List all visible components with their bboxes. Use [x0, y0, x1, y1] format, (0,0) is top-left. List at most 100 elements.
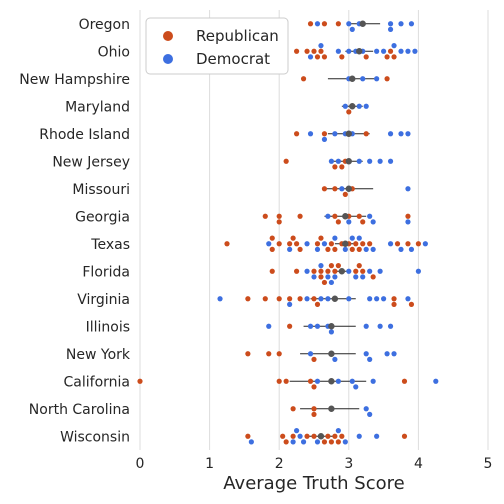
- democrat-point: [314, 21, 321, 27]
- democrat-point: [356, 158, 362, 164]
- democrat-point: [363, 406, 369, 412]
- republican-point: [346, 109, 352, 115]
- mean-marker: [342, 240, 349, 247]
- legend: Republican Democrat: [145, 17, 289, 75]
- republican-point: [325, 268, 331, 274]
- democrat-point: [353, 274, 359, 280]
- republican-point: [318, 268, 324, 274]
- republican-point: [294, 48, 300, 54]
- democrat-point: [314, 323, 321, 329]
- republican-point: [360, 268, 366, 274]
- x-tick-label-3: 3: [344, 456, 353, 472]
- republican-point: [314, 301, 321, 307]
- republican-point: [311, 268, 317, 274]
- x-tick-label-2: 2: [275, 456, 284, 472]
- democrat-point: [314, 439, 321, 445]
- democrat-point: [405, 296, 411, 302]
- republican-point: [321, 131, 328, 137]
- republican-point: [321, 54, 328, 60]
- republican-point: [332, 246, 338, 252]
- mean-marker: [345, 158, 352, 165]
- republican-point: [262, 213, 268, 219]
- democrat-point: [346, 21, 352, 27]
- republican-point: [294, 268, 300, 274]
- democrat-point: [387, 131, 394, 137]
- republican-point: [370, 274, 376, 280]
- republican-point: [384, 76, 390, 82]
- republican-point: [339, 54, 345, 60]
- republican-point: [332, 213, 338, 219]
- republican-point: [311, 411, 317, 417]
- mean-marker: [317, 433, 325, 440]
- democrat-point: [314, 378, 321, 384]
- democrat-point: [360, 76, 366, 82]
- democrat-point: [332, 131, 338, 137]
- mean-marker: [345, 185, 352, 192]
- republican-point: [356, 213, 362, 219]
- republican-point: [262, 296, 268, 302]
- republican-point: [318, 274, 324, 280]
- y-tick-label: Illinois: [86, 319, 130, 335]
- y-tick-label: Texas: [90, 237, 130, 253]
- republican-point: [394, 241, 401, 247]
- republican-point: [294, 241, 300, 247]
- x-tick-label-5: 5: [484, 456, 493, 472]
- democrat-point: [349, 26, 355, 32]
- republican-point: [360, 219, 366, 225]
- democrat-point: [370, 378, 376, 384]
- republican-point: [276, 219, 282, 225]
- republican-point: [283, 439, 289, 445]
- democrat-point: [300, 439, 307, 445]
- democrat-point: [387, 21, 394, 27]
- republican-point: [321, 21, 328, 27]
- democrat-point: [304, 241, 310, 247]
- democrat-point: [433, 378, 439, 384]
- y-tick-label: Georgia: [75, 209, 130, 225]
- republican-point: [276, 296, 282, 302]
- y-tick-label: Wisconsin: [60, 429, 130, 445]
- republican-point: [363, 54, 369, 60]
- republican-point: [311, 296, 317, 302]
- democrat-point: [307, 351, 314, 357]
- republican-point: [245, 296, 251, 302]
- republican-point: [356, 263, 362, 269]
- republican-point: [287, 296, 293, 302]
- republican-point: [401, 378, 408, 384]
- republican-point: [332, 164, 338, 170]
- republican-point: [328, 241, 334, 247]
- republican-point: [318, 48, 324, 54]
- republican-point: [335, 219, 341, 225]
- democrat-point: [398, 131, 404, 137]
- democrat-point: [405, 131, 411, 137]
- democrat-point: [356, 433, 362, 439]
- democrat-point: [363, 351, 369, 357]
- republican-point: [287, 241, 293, 247]
- democrat-point: [381, 296, 387, 302]
- democrat-point: [335, 378, 341, 384]
- republican-point: [415, 241, 421, 247]
- republican-point: [328, 439, 334, 445]
- legend-marker-democrat: [163, 54, 173, 64]
- mean-marker: [349, 103, 356, 110]
- democrat-point: [405, 48, 411, 54]
- democrat-point: [374, 76, 380, 82]
- x-tick-labels: 0 1 2 3 4 5: [136, 456, 493, 472]
- republican-point: [276, 378, 282, 384]
- republican-point: [405, 241, 411, 247]
- republican-point: [245, 433, 251, 439]
- republican-point: [367, 241, 373, 247]
- democrat-point: [328, 158, 334, 164]
- mean-marker: [349, 75, 356, 82]
- republican-point: [280, 433, 286, 439]
- republican-point: [276, 241, 282, 247]
- y-tick-label: Missouri: [72, 182, 130, 198]
- legend-label-republican: Republican: [196, 27, 279, 45]
- democrat-point: [335, 428, 341, 434]
- democrat-point: [321, 241, 328, 247]
- republican-point: [287, 323, 293, 329]
- democrat-point: [353, 384, 359, 390]
- democrat-point: [346, 48, 352, 54]
- republican-point: [245, 351, 251, 357]
- democrat-point: [342, 246, 348, 252]
